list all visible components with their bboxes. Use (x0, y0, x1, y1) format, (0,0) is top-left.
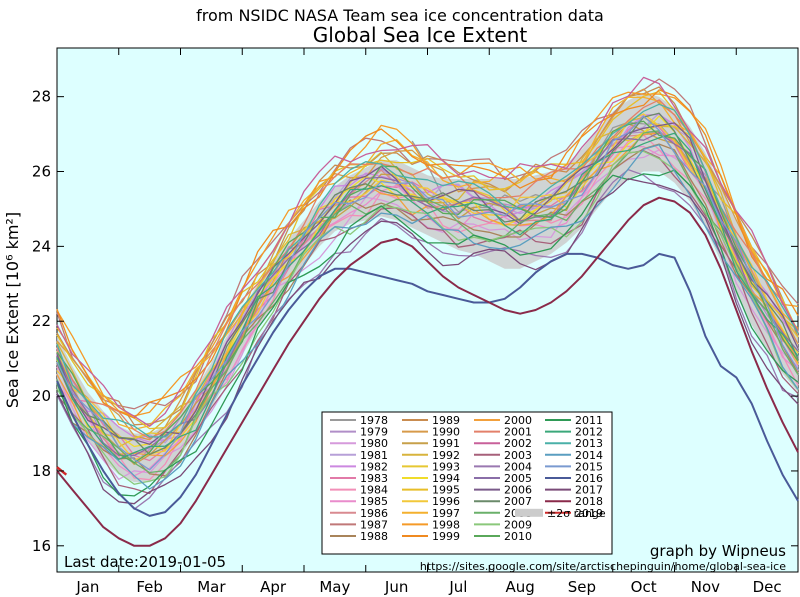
legend-label: 1978 (360, 414, 388, 427)
legend-label: 1990 (432, 426, 460, 439)
series-2014 (56, 144, 799, 490)
legend-label: 2019 (575, 507, 603, 520)
x-tick-label: Oct (631, 578, 657, 596)
x-tick-label: Mar (197, 578, 226, 596)
legend-label: 1995 (432, 484, 460, 497)
series-2013 (56, 103, 799, 438)
legend-label: 1991 (432, 437, 460, 450)
legend-label: 1985 (360, 495, 388, 508)
series-2018 (56, 196, 799, 547)
legend-label: 1993 (432, 460, 460, 473)
legend-label: 1999 (432, 530, 460, 543)
series-1985 (56, 145, 799, 477)
series-2017 (56, 178, 799, 505)
legend-label: 2012 (575, 426, 603, 439)
x-tick-label: Jan (75, 578, 99, 596)
series-2015 (56, 115, 799, 471)
sigma-band (57, 92, 798, 483)
legend-label: 1998 (432, 518, 460, 531)
legend-label: 2016 (575, 472, 603, 485)
legend-label: 1997 (432, 507, 460, 520)
series-2003 (56, 150, 799, 495)
series-1999 (56, 89, 799, 419)
legend: 1978197919801981198219831984198519861987… (321, 411, 613, 555)
series-2010 (56, 120, 799, 464)
legend-label: 1981 (360, 449, 388, 462)
legend-label: 2014 (575, 449, 603, 462)
legend-label: 2018 (575, 495, 603, 508)
legend-label: 1983 (360, 472, 388, 485)
x-tick-label: Dec (753, 578, 782, 596)
x-tick-label: May (319, 578, 350, 596)
x-tick-label: Jun (384, 578, 408, 596)
y-tick-label: 28 (32, 88, 51, 106)
legend-label: 1984 (360, 484, 388, 497)
series-1998 (56, 91, 799, 417)
legend-label: 2013 (575, 437, 603, 450)
y-tick-label: 18 (32, 462, 51, 480)
x-tick-label: Feb (136, 578, 163, 596)
series-lines (56, 76, 799, 547)
y-tick-label: 26 (32, 163, 51, 181)
chart-title: Global Sea Ice Extent (313, 23, 528, 47)
legend-label: 1989 (432, 414, 460, 427)
legend-label: 2005 (504, 472, 532, 485)
legend-label: 2000 (504, 414, 532, 427)
legend-label: 2002 (504, 437, 532, 450)
legend-label: 1979 (360, 426, 388, 439)
series-2002 (56, 76, 799, 427)
x-tick-label: Apr (260, 578, 287, 596)
legend-label: 2010 (504, 530, 532, 543)
legend-label: 1987 (360, 518, 388, 531)
axis-ticks: 16 18 20 22 24 26 28 Jan Feb Mar Apr May Jun Jul Aug Se… (32, 48, 798, 596)
legend-label: 1994 (432, 472, 460, 485)
legend-label: 1996 (432, 495, 460, 508)
series-2016 (56, 252, 799, 517)
y-tick-label: 16 (32, 537, 51, 555)
legend-label: 2001 (504, 426, 532, 439)
x-tick-label: Aug (505, 578, 534, 596)
legend-label: 1980 (360, 437, 388, 450)
legend-label: 1988 (360, 530, 388, 543)
legend-label: 2004 (504, 460, 532, 473)
y-tick-label: 22 (32, 312, 51, 330)
sigma-band-area (57, 92, 798, 483)
series-1980 (56, 149, 799, 480)
legend-label: 1982 (360, 460, 388, 473)
legend-label: 2015 (575, 460, 603, 473)
x-tick-label: Jul (448, 578, 467, 596)
series-1988 (56, 143, 799, 477)
credit-label: graph by Wipneus (650, 542, 786, 560)
series-1989 (56, 86, 799, 426)
y-tick-label: 20 (32, 387, 51, 405)
legend-band-label: ±2σ range (547, 507, 606, 520)
legend-label: 2007 (504, 495, 532, 508)
y-tick-label: 24 (32, 237, 51, 255)
legend-label: 1992 (432, 449, 460, 462)
last-date-label: Last date:2019-01-05 (64, 553, 226, 571)
y-axis-label: Sea Ice Extent [10⁶ km²] (3, 212, 22, 408)
legend-label: 2017 (575, 484, 603, 497)
series-2012 (56, 132, 799, 460)
source-url[interactable]: https://sites.google.com/site/arctischep… (420, 560, 786, 573)
legend-label: 2011 (575, 414, 603, 427)
legend-label: 2009 (504, 518, 532, 531)
legend-label: 2006 (504, 484, 532, 497)
series-2001 (56, 99, 799, 439)
legend-label: 1986 (360, 507, 388, 520)
legend-label: 2003 (504, 449, 532, 462)
legend-box (321, 411, 613, 555)
x-tick-label: Sep (568, 578, 596, 596)
legend-band-swatch (515, 508, 543, 517)
chart-suptitle: from NSIDC NASA Team sea ice concentrati… (196, 6, 604, 25)
x-tick-label: Nov (691, 578, 720, 596)
